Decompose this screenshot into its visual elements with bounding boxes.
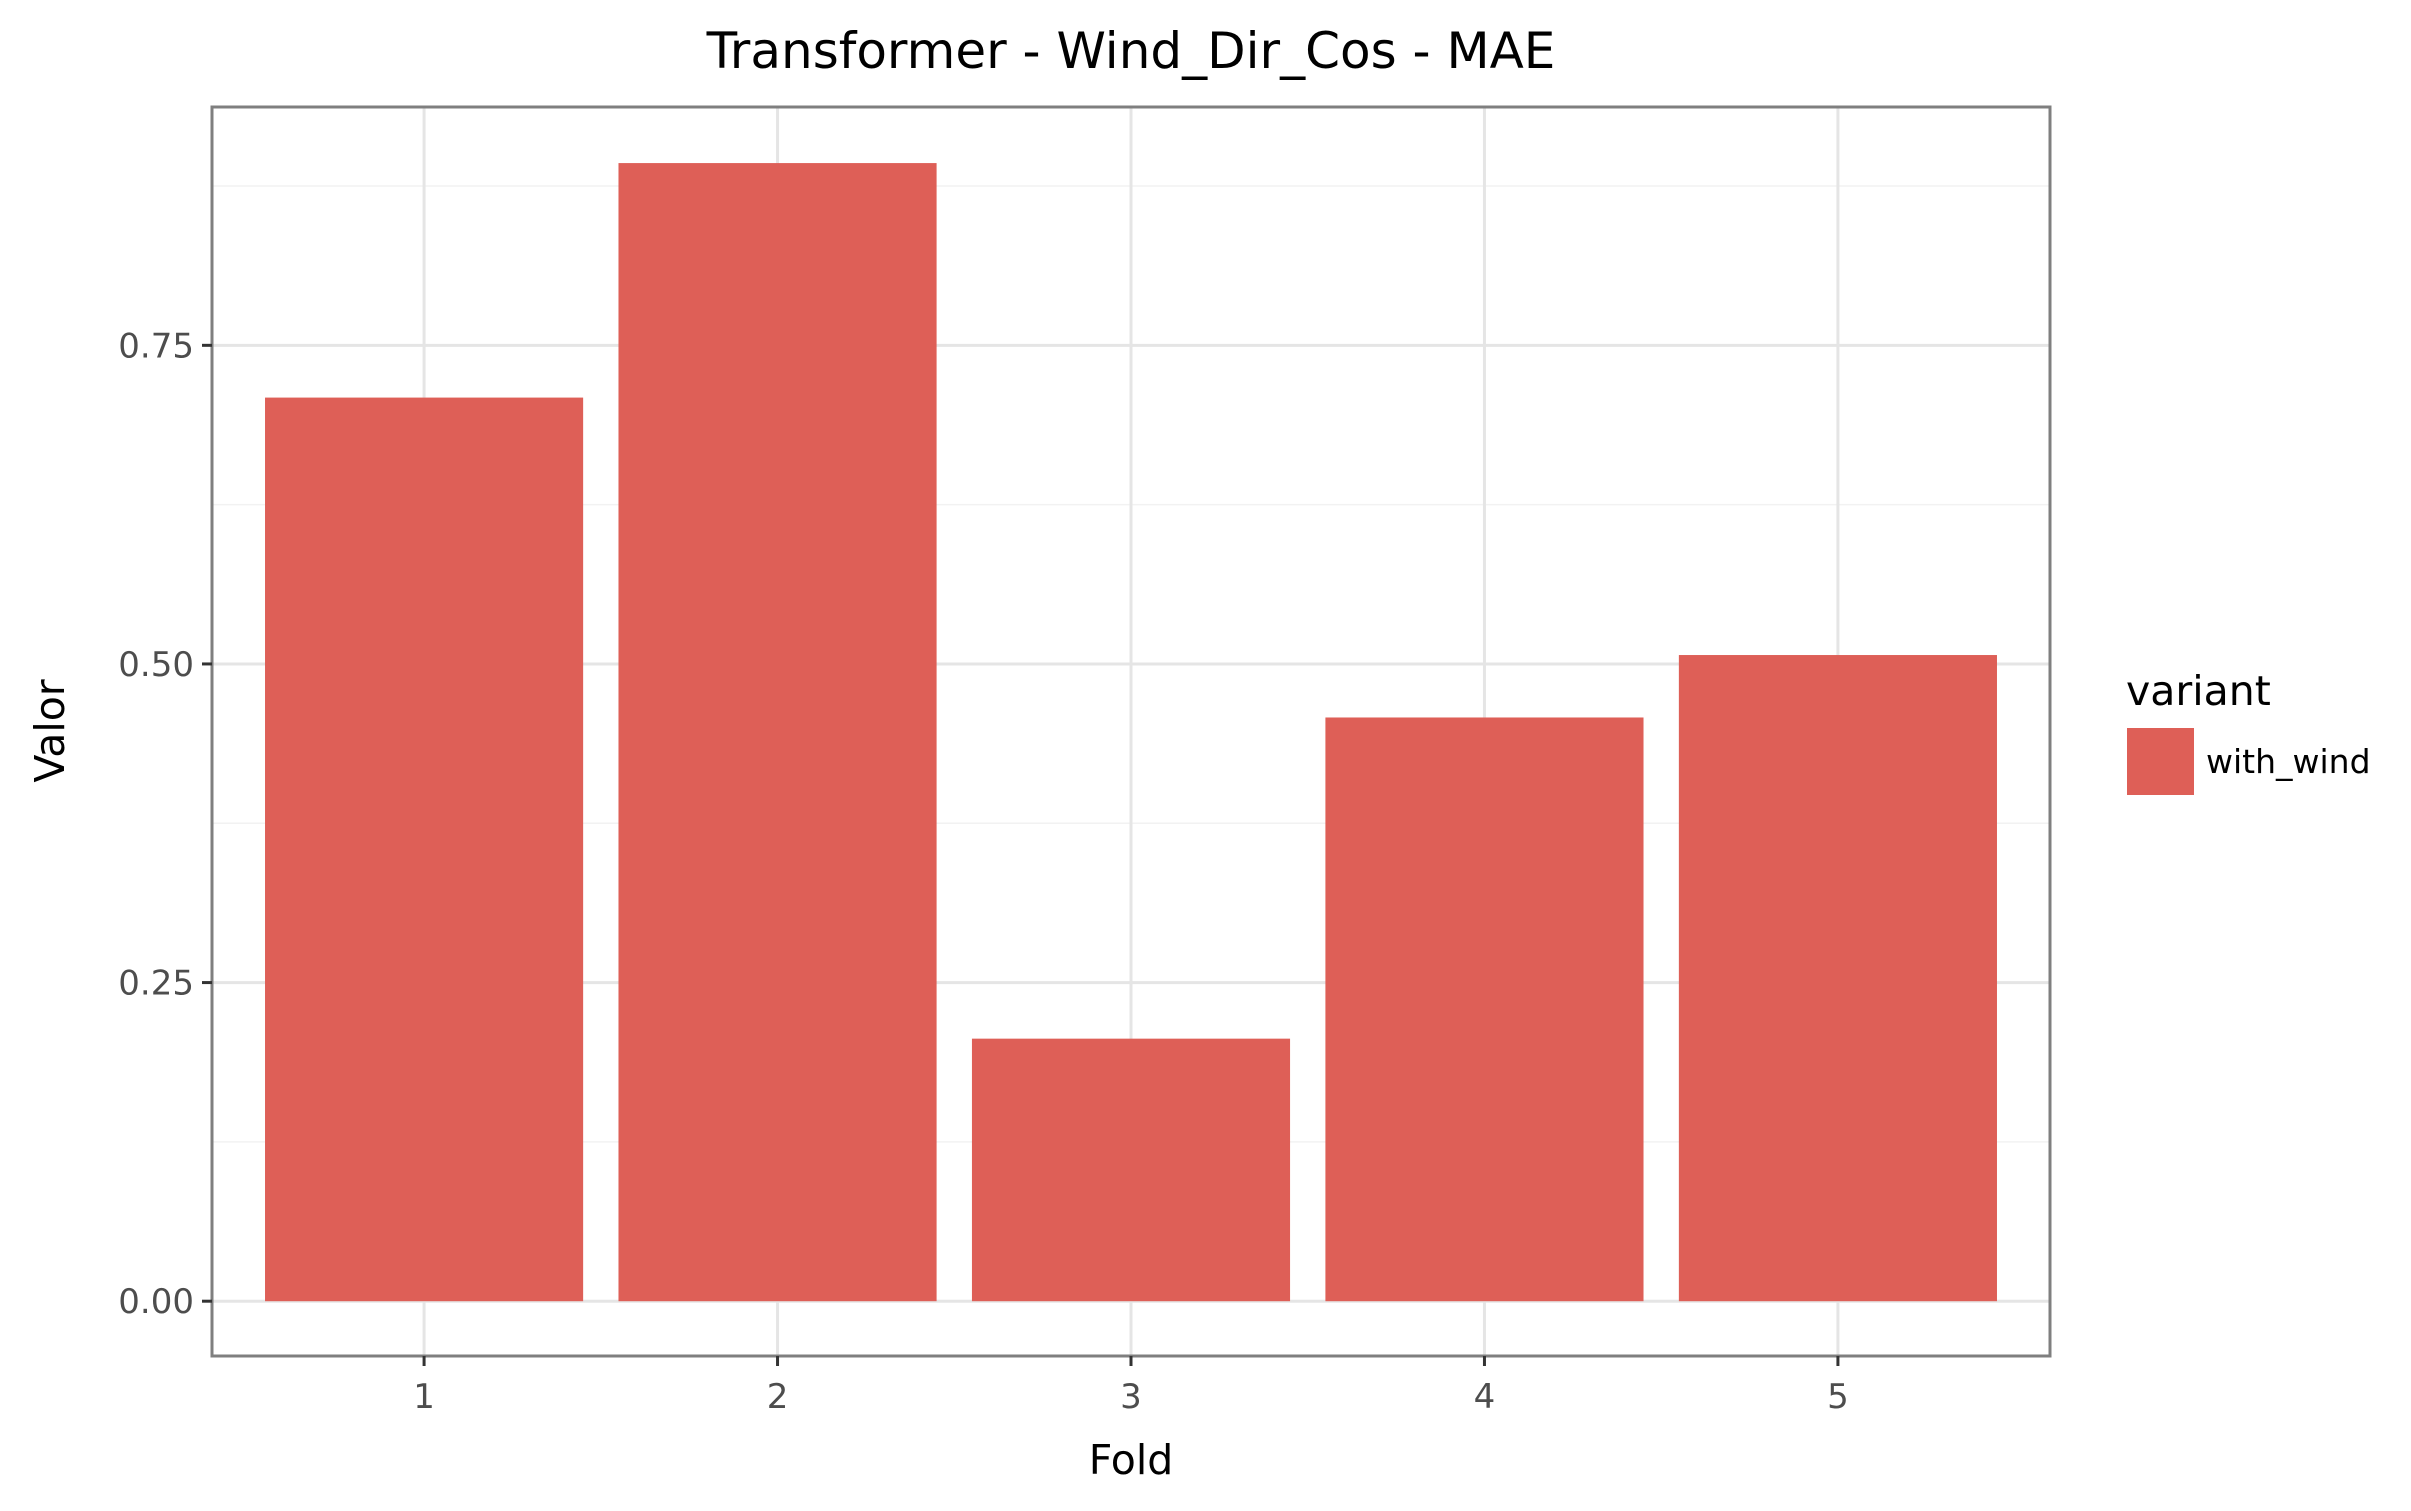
x-tick-label: 1 [413,1377,435,1417]
legend: variant with_wind [2126,667,2371,795]
x-tick-label: 3 [1120,1377,1142,1417]
y-tick-label: 0.00 [118,1282,194,1322]
y-axis-title: Valor [26,679,74,782]
bar-fold-3 [971,1038,1291,1302]
x-axis-ticks: 1 2 3 4 5 [413,1356,1849,1417]
x-axis-title: Fold [1089,1436,1174,1484]
bar-fold-1 [265,397,584,1302]
y-tick-label: 0.75 [118,326,194,366]
bar-fold-2 [618,163,937,1302]
bar-fold-4 [1325,717,1644,1302]
y-axis-ticks: 0.00 0.25 0.50 0.75 [118,326,212,1322]
y-tick-label: 0.25 [118,964,194,1004]
bar-fold-5 [1678,655,1997,1302]
legend-swatch-with-wind [2127,728,2194,795]
y-tick-label: 0.50 [118,645,194,685]
legend-label-with-wind: with_wind [2206,742,2371,781]
bars [265,163,1997,1302]
x-tick-label: 5 [1827,1377,1849,1417]
x-tick-label: 2 [767,1377,789,1417]
x-tick-label: 4 [1474,1377,1496,1417]
chart-title: Transformer - Wind_Dir_Cos - MAE [706,22,1556,80]
legend-title: variant [2126,667,2271,715]
